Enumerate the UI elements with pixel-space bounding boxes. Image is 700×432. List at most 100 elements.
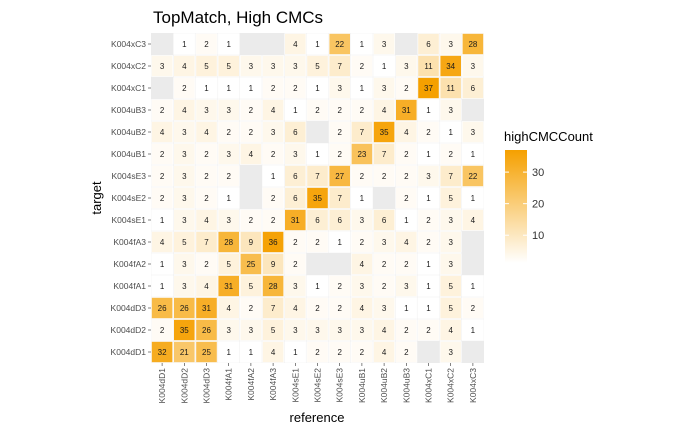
- cell-value-label: 2: [293, 238, 298, 247]
- cell-value-label: 27: [335, 172, 344, 181]
- cell-value-label: 5: [204, 62, 209, 71]
- heatmap-cell: [306, 33, 329, 55]
- cell-value-label: 2: [271, 150, 276, 159]
- heatmap-cell: [173, 99, 196, 121]
- cell-value-label: 1: [404, 216, 409, 225]
- y-tick-label: K004dD3: [111, 303, 147, 313]
- x-tick-label: K004dD3: [202, 368, 212, 404]
- x-tick-label: K004uB2: [379, 368, 389, 403]
- cell-value-label: 1: [182, 40, 187, 49]
- heatmap-cell: [439, 33, 462, 55]
- heatmap-cell: [217, 253, 240, 275]
- cell-value-label: 1: [160, 282, 165, 291]
- heatmap-cell: [151, 319, 174, 341]
- cell-value-label: 2: [404, 326, 409, 335]
- heatmap-cell: [373, 209, 396, 231]
- x-tick-label: K004sE2: [313, 368, 323, 403]
- x-tick-label: K004sE3: [335, 368, 345, 403]
- heatmap-cell: [373, 55, 396, 77]
- cell-value-label: 28: [468, 40, 477, 49]
- heatmap-cell: [439, 165, 462, 187]
- heatmap-cell: [284, 319, 307, 341]
- cell-value-label: 3: [293, 282, 298, 291]
- cell-value-label: 3: [448, 260, 453, 269]
- cell-value-label: 22: [468, 172, 477, 181]
- cell-value-label: 9: [249, 238, 254, 247]
- x-tick-label: K004xC3: [468, 368, 478, 403]
- heatmap-cell: [173, 55, 196, 77]
- heatmap-cell: [240, 297, 262, 319]
- legend-title: highCMCCount: [504, 129, 593, 144]
- cell-value-label: 2: [204, 194, 209, 203]
- cell-value-label: 5: [448, 282, 453, 291]
- heatmap-cell: [195, 231, 218, 253]
- heatmap-cell: [240, 99, 262, 121]
- cell-value-label: 2: [293, 260, 298, 269]
- cell-value-label: 25: [246, 260, 255, 269]
- cell-value-label: 2: [271, 84, 276, 93]
- heatmap-cell: [395, 341, 418, 363]
- cell-value-label: 3: [404, 62, 409, 71]
- heatmap-cell: [328, 209, 351, 231]
- heatmap-cell: [284, 297, 307, 319]
- cell-value-label: 4: [360, 304, 365, 313]
- heatmap-cell: [461, 209, 484, 231]
- cell-value-label: 2: [337, 282, 342, 291]
- heatmap-cell: [262, 209, 285, 231]
- y-tick-label: K004uB2: [111, 127, 146, 137]
- heatmap-cell: [350, 253, 373, 275]
- cell-value-label: 2: [249, 106, 254, 115]
- x-axis: K004dD1 K004dD2 K004dD3 K004fA1 K004fA2 K004f…: [157, 363, 478, 403]
- heatmap-cell: [439, 341, 462, 363]
- heatmap-cell: [350, 209, 373, 231]
- heatmap-cell: [195, 341, 218, 363]
- heatmap-cell: [417, 297, 440, 319]
- heatmap-cell: [173, 275, 196, 297]
- heatmap-cell: [217, 55, 240, 77]
- x-tick-label: K004fA2: [246, 368, 256, 401]
- cell-value-label: 9: [271, 260, 276, 269]
- heatmap-cell: [461, 165, 484, 187]
- cell-value-label: 3: [315, 326, 320, 335]
- heatmap-cell: [350, 77, 373, 99]
- cell-value-label: 3: [471, 62, 476, 71]
- cell-value-label: 3: [249, 326, 254, 335]
- heatmap-cell: [373, 99, 396, 121]
- x-tick-label: K004dD2: [179, 368, 189, 404]
- cell-value-label: 2: [182, 84, 187, 93]
- heatmap-cell: [262, 99, 285, 121]
- heatmap-cell: [151, 99, 174, 121]
- cell-value-label: 3: [249, 62, 254, 71]
- cell-value-label: 2: [360, 62, 365, 71]
- cell-value-label: 4: [360, 260, 365, 269]
- cell-value-label: 1: [360, 84, 365, 93]
- cell-value-label: 3: [360, 326, 365, 335]
- cell-value-label: 4: [382, 348, 387, 357]
- heatmap-cell: [350, 55, 373, 77]
- cell-value-label: 6: [293, 194, 298, 203]
- heatmap-cell: [195, 319, 218, 341]
- cell-value-label: 1: [315, 40, 320, 49]
- x-tick-label: K004fA3: [268, 368, 278, 401]
- heatmap-cell: [306, 143, 329, 165]
- cell-value-label: 3: [182, 128, 187, 137]
- heatmap-cell: [173, 319, 196, 341]
- cell-value-label: 2: [249, 128, 254, 137]
- heatmap-cell: [306, 275, 329, 297]
- cell-value-label: 3: [182, 194, 187, 203]
- cell-value-label: 4: [471, 216, 476, 225]
- heatmap-cell: [417, 121, 440, 143]
- heatmap-cell: [328, 165, 351, 187]
- heatmap-cell: [350, 143, 373, 165]
- heatmap-cell: [195, 77, 218, 99]
- cell-value-label: 7: [315, 172, 320, 181]
- heatmap-cell: [195, 297, 218, 319]
- cell-value-label: 2: [337, 348, 342, 357]
- cell-value-label: 2: [160, 106, 165, 115]
- heatmap-cell: [306, 77, 329, 99]
- cell-value-label: 2: [204, 172, 209, 181]
- heatmap-cell: [240, 55, 262, 77]
- cell-value-label: 4: [404, 128, 409, 137]
- heatmap-cell: [395, 77, 418, 99]
- x-tick-label: K004sE1: [290, 368, 300, 403]
